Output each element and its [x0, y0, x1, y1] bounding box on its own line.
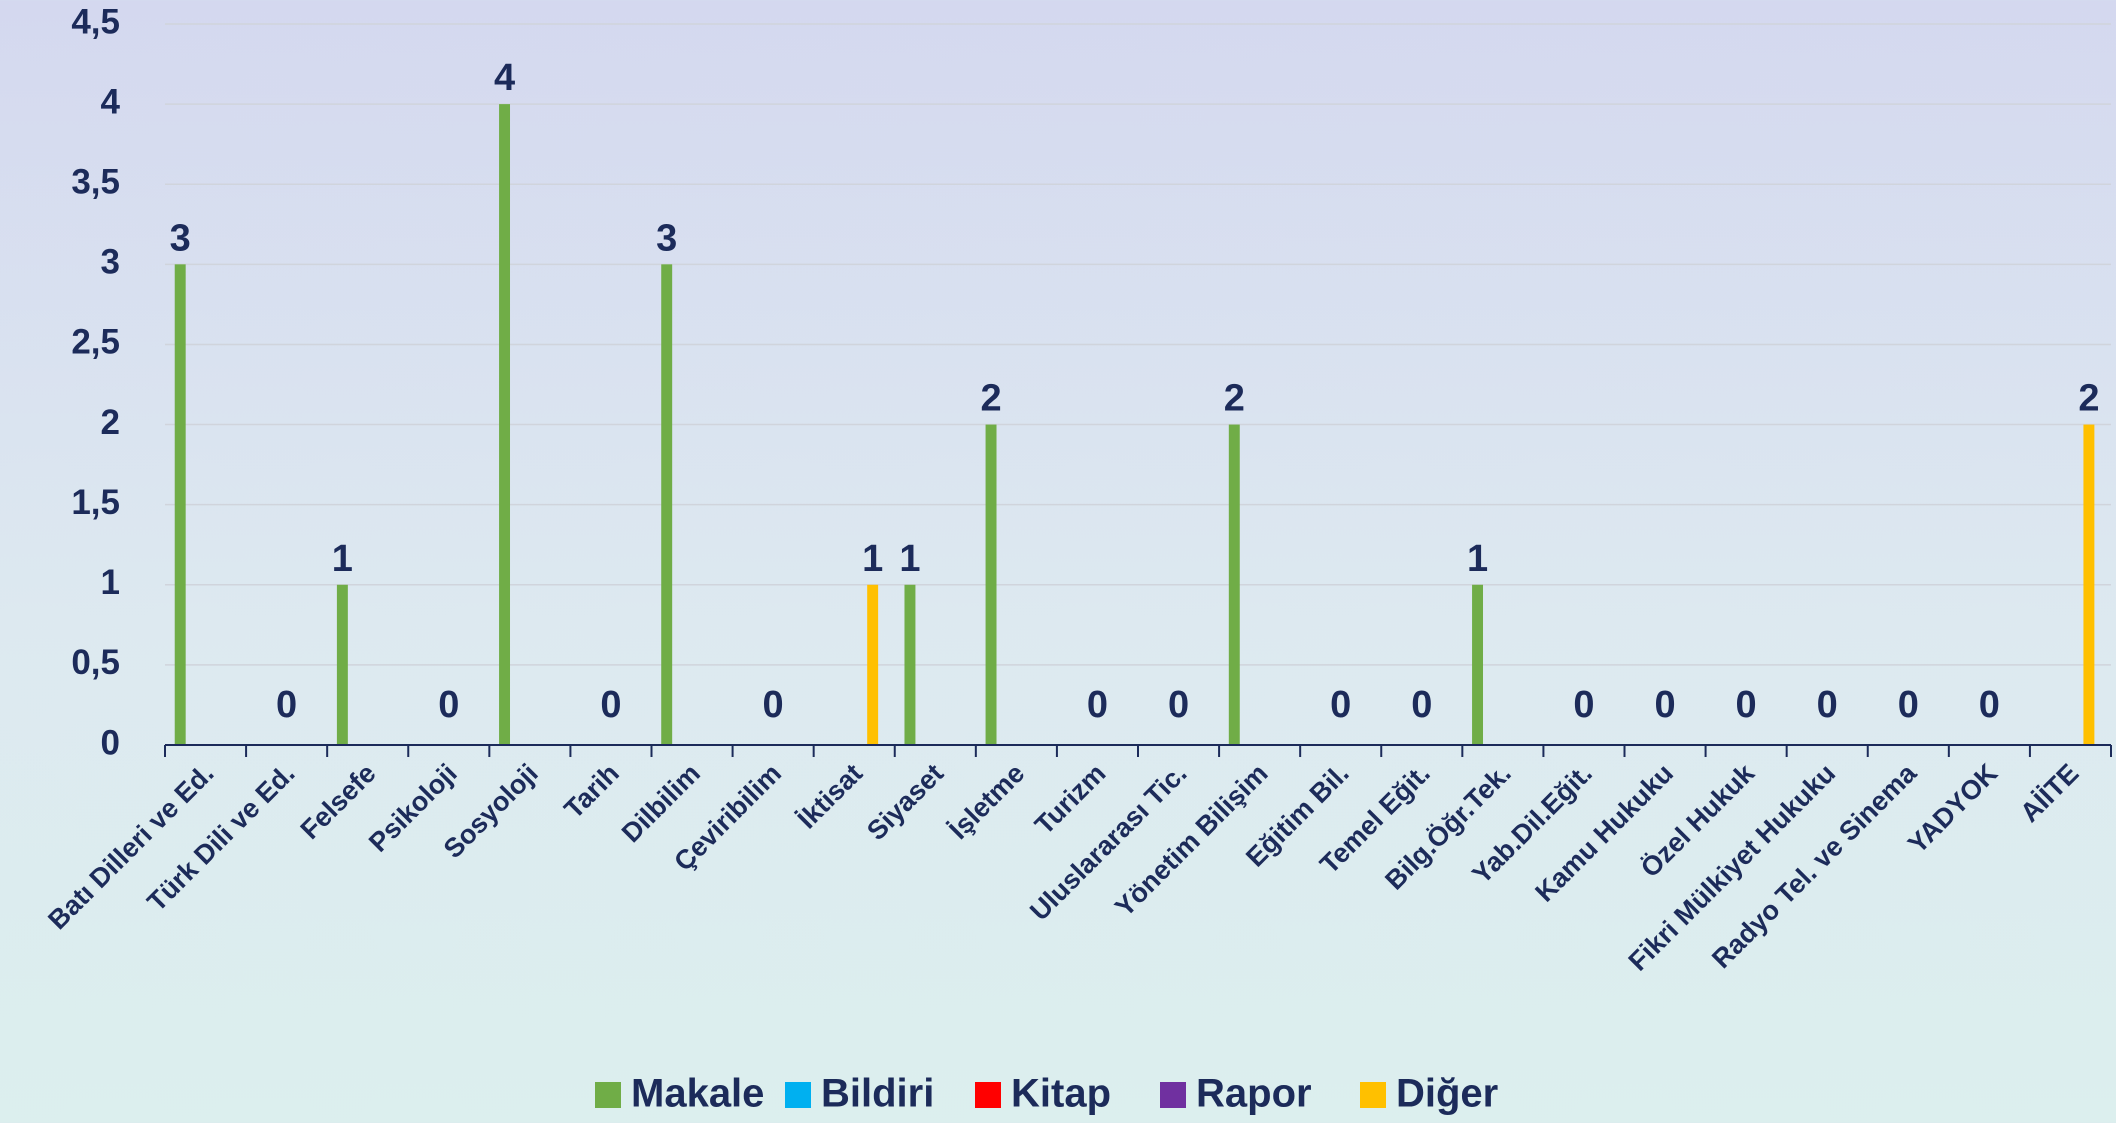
legend-label: Rapor	[1196, 1072, 1312, 1116]
bar	[336, 584, 348, 745]
data-label: 1	[899, 538, 920, 580]
y-tick-label: 0,5	[71, 643, 120, 682]
x-tick-label: Turizm	[1029, 758, 1111, 840]
data-label: 4	[494, 57, 515, 99]
data-label: 0	[1411, 684, 1432, 726]
legend-label: Kitap	[1011, 1072, 1111, 1116]
data-label: 1	[862, 538, 883, 580]
x-tick-label: Siyaset	[861, 758, 949, 846]
legend-swatch	[1160, 1082, 1186, 1108]
data-label: 0	[1087, 684, 1108, 726]
y-tick-label: 2,5	[71, 323, 120, 362]
x-tick-label: Türk Dili ve Ed.	[141, 758, 300, 917]
data-label: 0	[600, 684, 621, 726]
data-label: 0	[276, 684, 297, 726]
bar	[661, 264, 673, 745]
data-label: 0	[1573, 684, 1594, 726]
data-label: 0	[1898, 684, 1919, 726]
y-tick-label: 1,5	[71, 483, 120, 522]
y-tick-label: 3,5	[71, 162, 120, 201]
bar	[2083, 424, 2095, 745]
legend-label: Makale	[631, 1072, 764, 1116]
data-label: 1	[332, 538, 353, 580]
x-tick-label: Kamu Hukuku	[1529, 758, 1679, 908]
x-tick-label: Yönetim Bilişim	[1109, 758, 1273, 922]
data-label: 3	[656, 217, 677, 259]
data-label: 0	[1817, 684, 1838, 726]
bar	[867, 584, 879, 745]
data-label: 0	[438, 684, 459, 726]
data-label: 0	[1736, 684, 1757, 726]
data-label: 1	[1467, 538, 1488, 580]
data-label: 2	[2078, 378, 2099, 420]
bar	[499, 104, 511, 746]
data-label: 0	[1979, 684, 2000, 726]
y-tick-label: 4	[101, 82, 121, 121]
x-tick-label: İktisat	[792, 758, 868, 834]
data-label: 0	[1330, 684, 1351, 726]
bar	[174, 264, 186, 745]
x-tick-label: YADYOK	[1902, 758, 2003, 859]
data-label: 0	[1654, 684, 1675, 726]
legend-label: Bildiri	[821, 1072, 934, 1116]
bar	[1228, 424, 1240, 745]
x-tick-label: AİİTE	[2014, 758, 2084, 828]
legend-label: Diğer	[1396, 1072, 1498, 1116]
y-tick-label: 4,5	[71, 2, 120, 41]
y-tick-label: 2	[101, 403, 120, 442]
bar	[904, 584, 916, 745]
legend-swatch	[595, 1082, 621, 1108]
bar	[985, 424, 997, 745]
data-label: 2	[1224, 378, 1245, 420]
data-label: 0	[763, 684, 784, 726]
data-label: 2	[980, 378, 1001, 420]
data-label: 3	[170, 217, 191, 259]
bar	[1472, 584, 1484, 745]
x-tick-label: Tarih	[558, 758, 624, 824]
y-tick-label: 0	[101, 723, 120, 762]
y-tick-label: 3	[101, 243, 120, 282]
legend-swatch	[1360, 1082, 1386, 1108]
legend-swatch	[975, 1082, 1001, 1108]
x-tick-label: İşletme	[943, 758, 1030, 845]
data-label: 0	[1168, 684, 1189, 726]
y-tick-label: 1	[101, 563, 120, 602]
legend-swatch	[785, 1082, 811, 1108]
